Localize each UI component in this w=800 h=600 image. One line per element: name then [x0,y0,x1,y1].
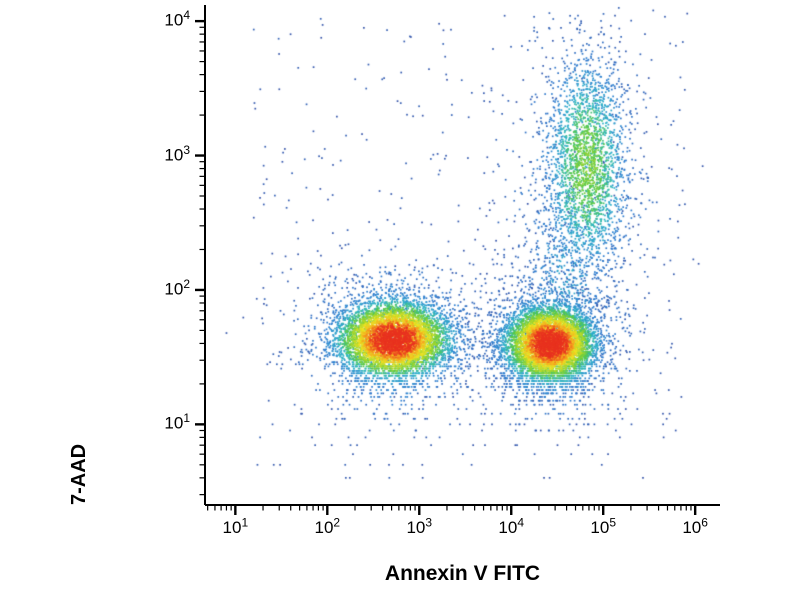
x-tick-label: 105 [590,515,617,537]
x-tick-label: 106 [682,515,708,537]
x-tick-label: 102 [314,515,341,537]
scatter-plot-canvas [205,5,720,505]
x-tick-label: 103 [406,515,433,537]
y-tick-label: 103 [164,142,190,165]
y-tick-label: 102 [164,276,190,299]
x-tick-label: 101 [222,515,249,537]
x-axis-label: Annexin V FITC [384,562,541,585]
y-tick-label: 101 [164,411,190,433]
y-axis-label: 7-AAD [68,443,90,505]
x-tick-label: 104 [498,515,525,537]
y-tick-label: 104 [164,8,190,30]
